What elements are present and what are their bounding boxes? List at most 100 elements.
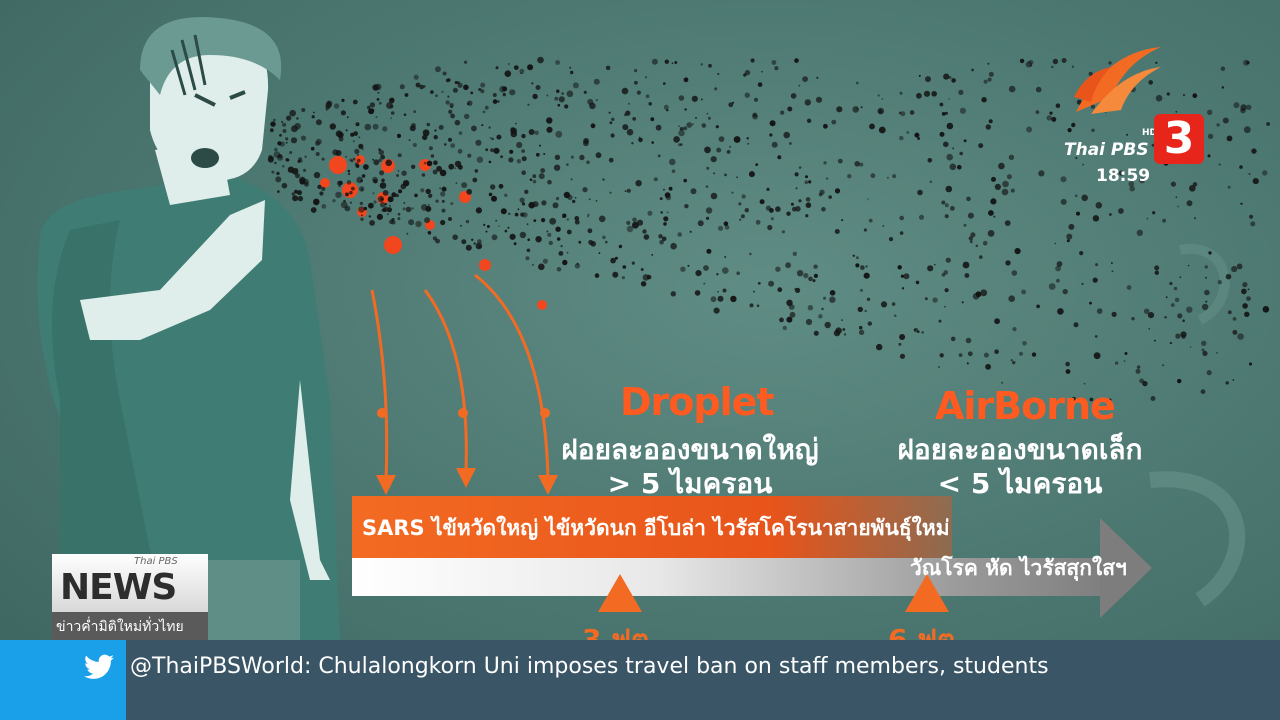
airborne-particle <box>738 202 742 206</box>
airborne-particle <box>442 71 447 76</box>
airborne-particle <box>1057 308 1064 315</box>
airborne-particle <box>794 172 799 177</box>
airborne-particle <box>749 252 752 256</box>
airborne-particle <box>948 98 950 100</box>
airborne-particle <box>674 61 678 64</box>
airborne-particle <box>390 104 394 109</box>
airborne-particle <box>739 218 742 221</box>
airborne-particle <box>500 208 507 215</box>
airborne-particle <box>1247 288 1250 291</box>
airborne-particle <box>1060 176 1067 183</box>
airborne-particle <box>939 131 945 137</box>
airborne-particle <box>805 197 811 202</box>
airborne-particle <box>946 122 954 130</box>
airborne-particle <box>321 186 326 191</box>
airborne-particle <box>680 266 686 272</box>
airborne-particle <box>467 153 472 158</box>
airborne-particle <box>899 353 906 359</box>
airborne-particle <box>916 92 922 99</box>
airborne-particle <box>349 191 353 195</box>
airborne-particle <box>349 158 353 162</box>
airborne-particle <box>345 155 347 158</box>
airborne-particle <box>538 263 545 271</box>
airborne-particle <box>1243 59 1250 66</box>
airborne-particle <box>425 205 432 212</box>
airborne-particle <box>360 179 364 183</box>
airborne-particle <box>780 110 785 115</box>
airborne-particle <box>546 94 549 97</box>
airborne-particle <box>816 76 819 79</box>
airborne-particle <box>527 64 534 71</box>
airborne-particle <box>1048 283 1056 290</box>
airborne-particle <box>1175 110 1178 113</box>
airborne-particle <box>609 121 613 125</box>
airborne-particle <box>502 92 506 97</box>
airborne-particle <box>668 186 673 191</box>
airborne-particle <box>1175 196 1178 198</box>
airborne-particle <box>794 58 799 63</box>
airborne-particle <box>703 265 709 271</box>
airborne-particle <box>315 141 320 146</box>
airborne-particle <box>1182 94 1186 97</box>
airborne-particle <box>489 137 492 139</box>
airborne-particle <box>785 262 791 269</box>
airborne-particle <box>988 119 993 124</box>
airborne-particle <box>402 207 406 211</box>
airborne-particle <box>454 160 462 168</box>
airborne-particle <box>586 160 590 165</box>
airborne-particle <box>531 82 534 85</box>
airborne-particle <box>975 244 979 248</box>
airborne-particle <box>608 157 614 163</box>
airborne-particle <box>566 229 572 235</box>
airborne-particle <box>647 210 653 216</box>
airborne-particle <box>1170 181 1176 187</box>
airborne-particle <box>967 351 973 357</box>
airborne-particle <box>653 177 658 182</box>
airborne-particle <box>432 236 437 241</box>
airborne-particle <box>855 256 859 260</box>
airborne-particle <box>746 137 749 140</box>
twitter-panel <box>0 640 126 720</box>
airborne-particle <box>1052 58 1059 65</box>
airborne-particle <box>689 230 692 233</box>
airborne-particle <box>914 132 920 138</box>
airborne-particle <box>1266 122 1270 126</box>
airborne-particle <box>608 111 611 114</box>
airborne-particle <box>452 87 458 93</box>
airborne-particle <box>1008 85 1016 93</box>
droplet-title: Droplet <box>620 380 775 424</box>
airborne-particle <box>493 147 500 154</box>
airborne-particle <box>903 273 910 280</box>
airborne-particle <box>398 189 402 194</box>
airborne-particle <box>898 111 902 115</box>
airborne-description: ฝอยละอองขนาดเล็ก <box>897 433 1143 466</box>
airborne-particle <box>944 203 949 208</box>
airborne-particle <box>906 131 910 134</box>
airborne-particle <box>277 154 283 159</box>
airborne-particle <box>1008 295 1015 303</box>
airborne-particle <box>941 200 946 205</box>
airborne-particle <box>529 178 533 181</box>
airborne-particle <box>966 196 971 202</box>
airborne-particle <box>541 200 547 206</box>
airborne-particle <box>389 97 395 103</box>
airborne-particle <box>515 122 517 125</box>
airborne-particle <box>724 225 730 230</box>
airborne-particle <box>555 226 561 232</box>
airborne-particle <box>634 69 638 73</box>
airborne-particle <box>387 207 392 213</box>
airborne-particle <box>1012 360 1016 365</box>
airborne-particle <box>332 149 339 156</box>
airborne-particle <box>790 202 794 206</box>
airborne-particle <box>768 280 775 287</box>
airborne-particle <box>336 180 342 186</box>
airborne-particle <box>432 169 438 175</box>
airborne-particle <box>993 215 996 218</box>
airborne-particle <box>582 187 588 193</box>
airborne-particle <box>549 217 557 225</box>
airborne-particle <box>299 159 303 163</box>
airborne-particle <box>368 202 374 209</box>
airborne-particle <box>390 117 393 119</box>
airborne-particle <box>440 219 446 226</box>
airborne-particle <box>273 118 276 122</box>
